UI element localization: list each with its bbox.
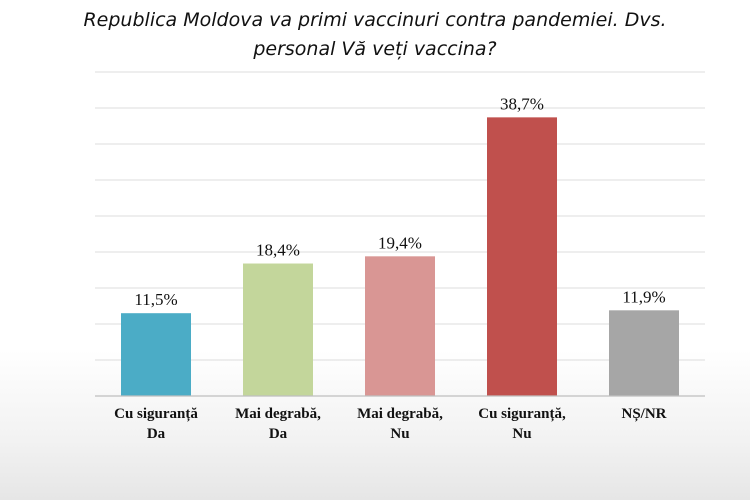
category-labels: Cu siguranță Da Mai degrabă, Da Mai degrabă,… xyxy=(114,406,667,442)
bar-1 xyxy=(121,313,191,396)
bar-3 xyxy=(365,256,435,396)
data-label-1: 11,5% xyxy=(134,290,177,309)
gridlines xyxy=(95,71,705,361)
bar-5 xyxy=(609,310,679,396)
category-label-2: Mai degrabă, xyxy=(235,406,321,422)
chart-title: Republica Moldova va primi vaccinuri con… xyxy=(60,6,690,64)
bar-2 xyxy=(243,263,313,396)
category-label-3: Mai degrabă, xyxy=(357,406,443,422)
data-label-5: 11,9% xyxy=(622,287,665,306)
chart-title-line-2: personal Vă veți vaccina? xyxy=(253,38,497,60)
data-label-2: 18,4% xyxy=(256,241,300,260)
category-label-5: NȘ/NR xyxy=(621,406,666,422)
category-label-2: Da xyxy=(269,426,288,442)
category-label-4: Nu xyxy=(512,426,531,442)
data-labels: 11,5% 18,4% 19,4% 38,7% 11,9% xyxy=(134,94,665,309)
category-label-1: Da xyxy=(147,426,166,442)
chart-title-line-1: Republica Moldova va primi vaccinuri con… xyxy=(83,9,667,31)
category-label-1: Cu siguranță xyxy=(114,406,198,422)
data-label-3: 19,4% xyxy=(378,233,422,252)
category-label-4: Cu siguranță, xyxy=(478,406,566,422)
bars xyxy=(121,117,679,397)
bar-4 xyxy=(487,117,557,397)
category-label-3: Nu xyxy=(390,426,409,442)
data-label-4: 38,7% xyxy=(500,94,544,113)
